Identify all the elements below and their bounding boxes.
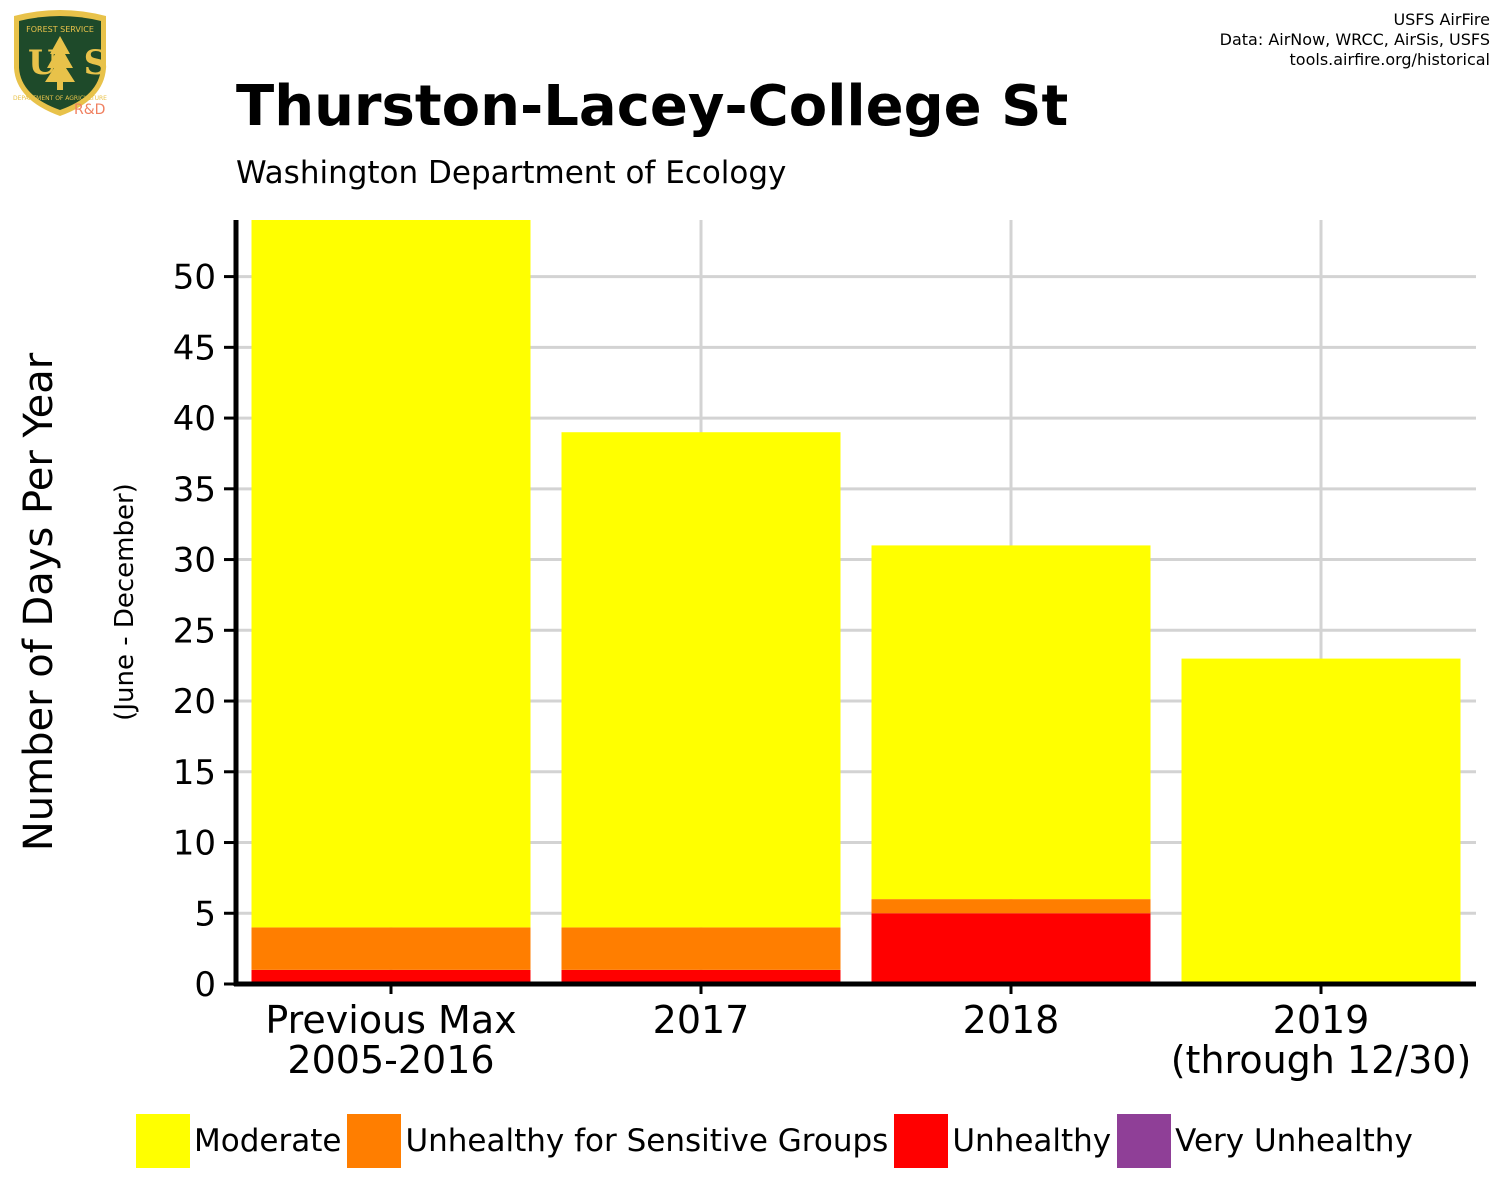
tree-icon: [45, 36, 75, 82]
logo-top-text: FOREST SERVICE: [26, 25, 94, 34]
y-tick-label: 45: [173, 328, 216, 368]
credit-line: USFS AirFire: [1393, 10, 1490, 29]
bar-segment-moderate: [561, 432, 841, 928]
y-tick-label: 5: [194, 894, 216, 934]
legend-item: Unhealthy: [894, 1114, 1111, 1168]
x-tick-label: 2017: [653, 998, 750, 1042]
y-tick-label: 30: [173, 541, 216, 581]
forest-service-shield-icon: FOREST SERVICE US DEPARTMENT OF AGRICULT…: [13, 10, 108, 118]
axes: [224, 220, 1476, 994]
y-tick-label: 25: [173, 611, 216, 651]
legend-label: Moderate: [194, 1123, 342, 1159]
y-axis-subtitle: (June - December): [110, 483, 140, 721]
x-tick-label: (through 12/30): [1171, 1038, 1472, 1082]
x-tick-label: 2019: [1273, 998, 1370, 1042]
credit-line: Data: AirNow, WRCC, AirSis, USFS: [1219, 30, 1490, 49]
bars: [251, 220, 1461, 984]
legend-swatch: [136, 1114, 190, 1168]
bar-segment-unhealthy-for-sensitive-groups: [251, 927, 531, 970]
legend-label: Unhealthy: [952, 1123, 1112, 1159]
legend-swatch: [1117, 1114, 1172, 1168]
logo-tag: R&D: [74, 102, 105, 118]
bar-segment-unhealthy: [871, 913, 1151, 984]
bar-segment-unhealthy: [251, 969, 531, 984]
y-tick-label: 10: [173, 824, 216, 864]
legend-swatch: [894, 1114, 949, 1168]
y-tick-label: 0: [194, 965, 216, 1005]
logo-bottom-text: DEPARTMENT OF AGRICULTURE: [13, 95, 107, 102]
bar-segment-moderate: [1181, 658, 1461, 984]
credits: USFS AirFire Data: AirNow, WRCC, AirSis,…: [1220, 10, 1490, 70]
y-tick-label: 35: [173, 470, 216, 510]
bar-segment-unhealthy-for-sensitive-groups: [561, 927, 841, 970]
y-tick-label: 40: [173, 399, 216, 439]
chart-title: Thurston-Lacey-College St: [236, 74, 1069, 139]
legend-item: Very Unhealthy: [1117, 1114, 1413, 1168]
bar-segment-moderate: [251, 220, 531, 928]
legend: Moderate Unhealthy for Sensitive Groups Un…: [136, 1114, 1419, 1168]
bar-segment-unhealthy-for-sensitive-groups: [871, 899, 1151, 914]
legend-item: Moderate: [136, 1114, 341, 1168]
chart-subtitle: Washington Department of Ecology: [236, 155, 787, 191]
y-tick-label: 50: [173, 258, 216, 298]
y-axis-title: Number of Days Per Year: [16, 352, 62, 851]
legend-label: Very Unhealthy: [1175, 1123, 1413, 1159]
y-tick-label: 15: [173, 753, 216, 793]
legend-item: Unhealthy for Sensitive Groups: [347, 1114, 888, 1168]
bar-segment-unhealthy: [561, 969, 841, 984]
x-tick-label: 2018: [963, 998, 1060, 1042]
x-tick-label: 2005-2016: [287, 1038, 494, 1082]
credit-line: tools.airfire.org/historical: [1289, 50, 1490, 69]
axis-labels: 0 5 10 15 20 25 30 35 40 45 50 Previous Max2005-201…: [16, 258, 1471, 1082]
y-tick-label: 20: [173, 682, 216, 722]
x-tick-label: Previous Max: [265, 998, 516, 1042]
legend-label: Unhealthy for Sensitive Groups: [405, 1123, 889, 1159]
bar-segment-moderate: [871, 545, 1151, 900]
legend-swatch: [347, 1114, 402, 1168]
